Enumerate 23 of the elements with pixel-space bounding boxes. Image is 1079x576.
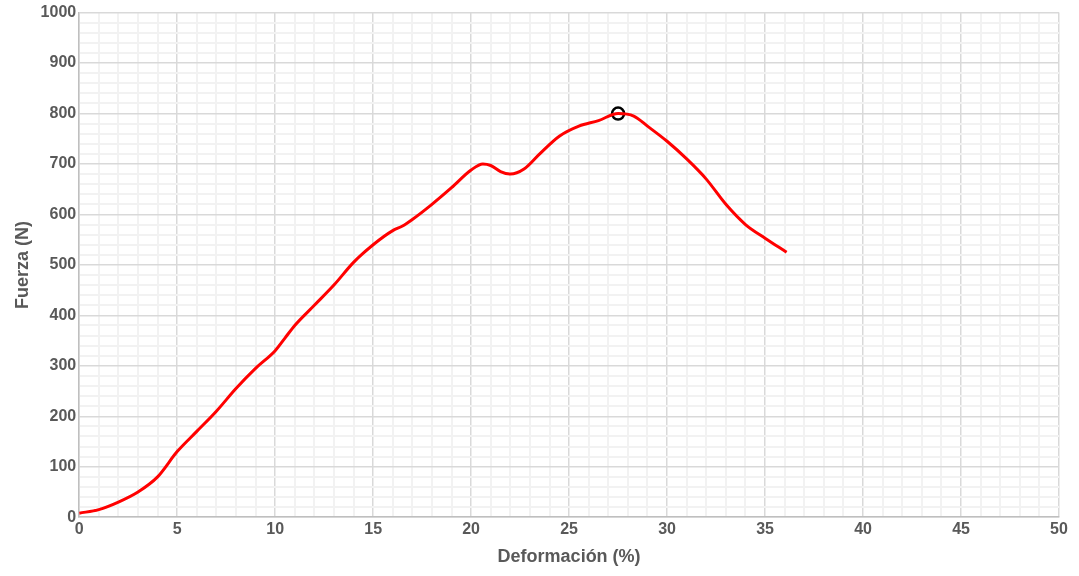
x-tick-label: 50 xyxy=(1050,520,1068,538)
x-axis-title: Deformación (%) xyxy=(497,546,641,567)
y-tick-label: 1000 xyxy=(40,3,77,21)
x-tick-label: 30 xyxy=(658,520,677,538)
x-tick-label: 40 xyxy=(854,520,873,538)
y-tick-label: 200 xyxy=(49,406,77,424)
x-tick-label: 20 xyxy=(462,520,481,538)
x-tick-label: 45 xyxy=(952,520,971,538)
y-tick-label: 500 xyxy=(49,255,77,273)
y-tick-label: 800 xyxy=(49,103,77,121)
y-tick-label: 900 xyxy=(49,53,77,71)
y-tick-label: 0 xyxy=(67,507,77,525)
x-tick-label: 15 xyxy=(364,520,383,538)
x-tick-label: 25 xyxy=(560,520,579,538)
y-tick-label: 600 xyxy=(49,204,77,222)
x-tick-label: 5 xyxy=(172,520,182,538)
y-axis-title: Fuerza (N) xyxy=(11,220,32,309)
y-tick-label: 400 xyxy=(49,305,77,323)
y-tick-label: 100 xyxy=(49,457,77,475)
y-tick-label: 700 xyxy=(49,154,77,172)
x-tick-label: 35 xyxy=(756,520,775,538)
x-tick-label: 10 xyxy=(266,520,285,538)
y-tick-label: 300 xyxy=(49,356,77,374)
